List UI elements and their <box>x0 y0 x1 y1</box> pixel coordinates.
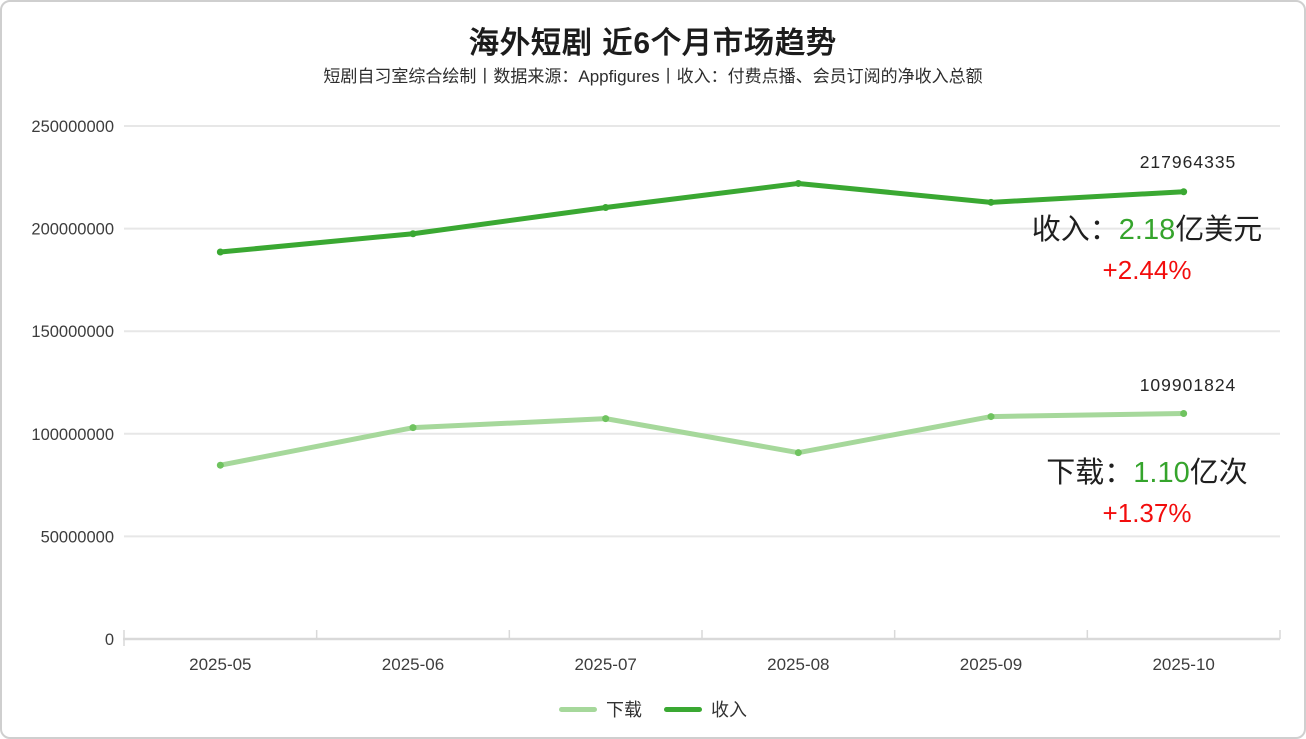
svg-text:50000000: 50000000 <box>41 528 114 546</box>
data-point-revenue <box>602 203 610 211</box>
svg-text:2025-09: 2025-09 <box>960 655 1022 674</box>
revenue-callout: 收入：2.18亿美元 +2.44% <box>947 212 1304 285</box>
x-axis-ticks <box>123 630 1281 646</box>
svg-text:2025-10: 2025-10 <box>1152 655 1214 674</box>
legend-label-revenue: 收入 <box>711 700 747 720</box>
legend-item-revenue[interactable]: 收入 <box>664 696 747 722</box>
data-point-revenue <box>1180 188 1188 196</box>
downloads-callout: 下载：1.10亿次 +1.37% <box>947 455 1304 528</box>
downloads-callout-label: 下载： <box>1046 457 1134 489</box>
svg-text:0: 0 <box>105 631 114 649</box>
downloads-callout-suffix: 亿次 <box>1189 457 1248 489</box>
data-point-downloads <box>602 415 610 423</box>
revenue-callout-label: 收入： <box>1031 214 1119 246</box>
series-line-downloads <box>216 409 1188 469</box>
data-point-downloads <box>216 461 224 469</box>
legend-marker-revenue <box>664 706 702 712</box>
data-point-downloads <box>1180 409 1188 417</box>
x-axis-labels: 2025-05 2025-06 2025-07 2025-08 2025-09 2025-… <box>189 655 1215 674</box>
downloads-change-badge: +1.37% <box>1102 498 1192 528</box>
svg-text:200000000: 200000000 <box>31 221 114 239</box>
chart-subtitle: 短剧自习室综合绘制丨数据来源：Appfigures丨收入：付费点播、会员订阅的净… <box>323 67 983 86</box>
data-point-downloads <box>794 449 802 457</box>
legend-label-downloads: 下载 <box>606 700 642 720</box>
svg-text:2025-07: 2025-07 <box>574 655 636 674</box>
revenue-callout-value: 2.18 <box>1118 214 1176 246</box>
series-line-revenue <box>216 179 1188 256</box>
svg-text:100000000: 100000000 <box>31 426 114 444</box>
data-point-revenue <box>987 198 995 206</box>
data-point-revenue <box>794 179 802 187</box>
downloads-callout-main: 下载：1.10亿次 <box>947 455 1304 491</box>
legend-marker-downloads <box>559 706 597 712</box>
legend-item-downloads[interactable]: 下载 <box>559 696 642 722</box>
data-point-downloads <box>987 413 995 421</box>
svg-text:150000000: 150000000 <box>31 323 114 341</box>
data-point-downloads <box>409 424 417 432</box>
revenue-callout-suffix: 亿美元 <box>1175 214 1263 246</box>
chart-title: 海外短剧 近6个月市场趋势 <box>468 27 838 60</box>
chart-legend: 下载 收入 <box>2 696 1304 722</box>
svg-text:2025-06: 2025-06 <box>382 655 444 674</box>
y-axis-labels: 0 50000000 100000000 150000000 200000000 2500… <box>31 118 114 649</box>
revenue-change-badge: +2.44% <box>1102 255 1192 285</box>
svg-text:2025-08: 2025-08 <box>767 655 829 674</box>
svg-text:2025-05: 2025-05 <box>189 655 251 674</box>
revenue-callout-main: 收入：2.18亿美元 <box>947 212 1304 248</box>
svg-text:250000000: 250000000 <box>31 118 114 136</box>
downloads-callout-value: 1.10 <box>1133 457 1190 489</box>
data-point-revenue <box>409 230 417 238</box>
revenue-point-label: 217964335 <box>1139 152 1237 172</box>
data-point-revenue <box>216 248 224 256</box>
downloads-point-label: 109901824 <box>1139 375 1237 395</box>
